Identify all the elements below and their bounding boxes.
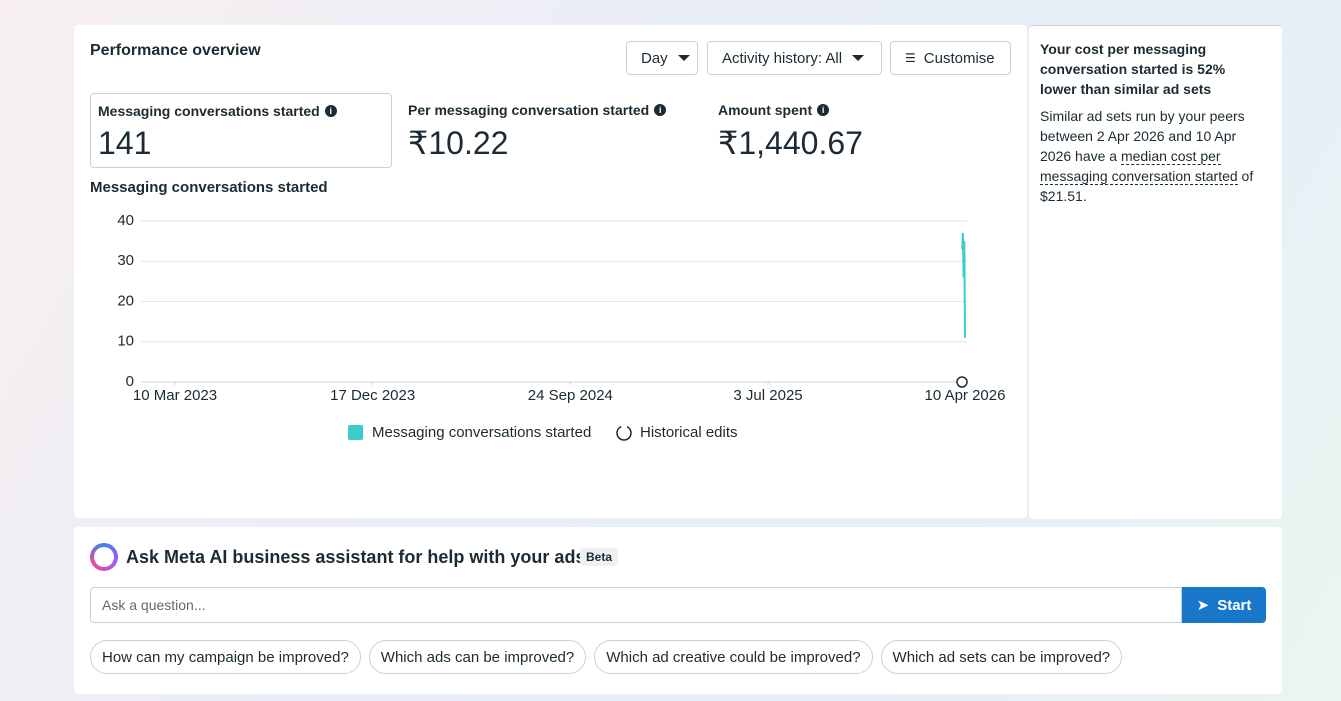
x-tick-label: 24 Sep 2024	[528, 387, 613, 404]
suggestion[interactable]: Which ad sets can be improved?	[880, 640, 1123, 674]
x-tick-label: 10 Mar 2023	[133, 387, 217, 404]
x-tick-label: 17 Dec 2023	[330, 387, 415, 404]
suggestions: How can my campaign be improved? Which a…	[90, 640, 1123, 674]
y-tick-label: 20	[117, 292, 134, 309]
y-tick-label: 40	[117, 212, 134, 229]
info-icon: i	[654, 104, 667, 116]
metric-value: ₹1,440.67	[718, 125, 863, 161]
button-label: Activity history: All	[722, 49, 843, 67]
legend-label: Messaging conversations started	[372, 424, 591, 441]
metric-tile[interactable]: Amount spent i ₹1,440.67	[718, 102, 863, 162]
suggestion[interactable]: Which ads can be improved?	[368, 640, 587, 674]
label-text: Messaging conversations started	[98, 103, 320, 119]
question-input[interactable]: Ask a question...	[90, 587, 1182, 623]
y-tick-label: 0	[126, 373, 134, 390]
customise-button[interactable]: ☰ Customise	[890, 41, 1011, 75]
day-button[interactable]: Day	[626, 41, 698, 75]
metric-tile[interactable]: Per messaging conversation started i ₹10.…	[408, 102, 667, 162]
insight-card	[1029, 25, 1282, 519]
insight-body: Similar ad sets run by your peers betwee…	[1040, 106, 1268, 206]
metric-label: Messaging conversations started i	[98, 103, 384, 119]
label-text: Per messaging conversation started	[408, 102, 650, 118]
data-line	[961, 233, 966, 338]
assistant-card	[74, 527, 1282, 694]
x-tick-label: 10 Apr 2026	[925, 387, 1006, 404]
insight-title: Your cost per messaging conversation sta…	[1040, 41, 1226, 97]
legend-label: Historical edits	[640, 424, 738, 441]
settings-icon: ☰	[905, 51, 916, 65]
section-title: Performance overview	[90, 42, 261, 59]
caret	[852, 55, 865, 61]
label-text: Amount spent	[718, 102, 813, 118]
y-tick-label: 30	[117, 252, 134, 269]
chart: 0 10 20 30 40 10 Mar 2023 17 Dec 2023 24 Sep 20…	[117, 212, 1006, 441]
button-label: Customise	[923, 49, 995, 67]
x-tick-label: 3 Jul 2025	[733, 387, 802, 404]
caret	[677, 55, 690, 61]
edit-marker	[956, 376, 968, 388]
button-label: Day	[641, 49, 668, 67]
body-text: Similar ad sets run by your peers betwee…	[1040, 108, 1245, 164]
chart-title: Messaging conversations started	[90, 179, 328, 196]
send-icon: ➤	[1196, 597, 1210, 614]
beta-badge: Beta	[580, 548, 619, 566]
legend-swatch	[348, 425, 363, 440]
button-label: Start	[1217, 596, 1252, 614]
info-icon: i	[324, 105, 337, 117]
metric-label: Per messaging conversation started i	[408, 102, 667, 118]
suggestion[interactable]: Which ad creative could be improved?	[594, 640, 873, 674]
y-tick-label: 10	[117, 333, 134, 350]
metric-tile[interactable]: Messaging conversations started i 141	[90, 93, 392, 168]
info-icon: i	[817, 104, 830, 116]
activity-button[interactable]: Activity history: All	[707, 41, 882, 75]
metric-value: ₹10.22	[408, 125, 509, 161]
meta-ai-icon	[90, 543, 118, 571]
start-button[interactable]: ➤ Start	[1182, 587, 1266, 623]
assistant-title: Ask Meta AI business assistant for help …	[126, 547, 586, 567]
definition-link[interactable]: median cost per messaging conversation s…	[1040, 148, 1238, 185]
suggestion[interactable]: How can my campaign be improved?	[90, 640, 361, 674]
metric-value: 141	[98, 125, 152, 161]
performance-card	[74, 25, 1027, 518]
legend-icon	[616, 425, 632, 441]
metric-label: Amount spent i	[718, 102, 863, 118]
body-text: of $21.51.	[1040, 168, 1254, 204]
